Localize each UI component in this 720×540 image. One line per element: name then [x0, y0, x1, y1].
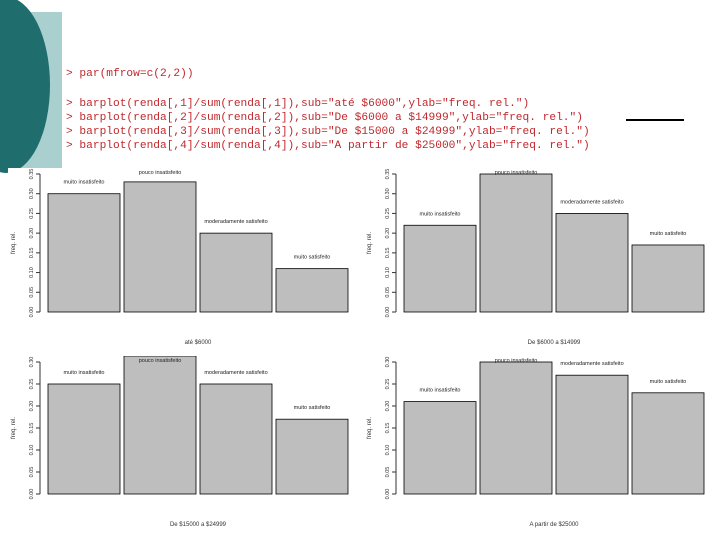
y-tick-label: 0.20 — [29, 401, 35, 412]
y-tick-label: 0.05 — [29, 287, 35, 298]
bar-label: pouco insatisfeito — [495, 170, 538, 176]
bar — [47, 193, 121, 313]
bar-label: pouco insatisfeito — [139, 170, 182, 176]
bar-label: muito satisfeito — [294, 255, 331, 261]
bar — [631, 392, 705, 495]
y-tick-label: 0.35 — [29, 169, 35, 180]
chart-panel-4: 0.00 0.05 0.10 0.15 0.20 0.25 0.30 freq. rel. mu… — [364, 356, 714, 534]
bar-label: muito insatisfeito — [420, 211, 461, 217]
y-axis-label: freq. rel. — [11, 232, 17, 254]
bar-label: muito insatisfeito — [420, 388, 461, 394]
teal-circle-shape — [0, 0, 50, 173]
bar-label: muito satisfeito — [294, 405, 331, 411]
code-line-1: > par(mfrow=c(2,2)) — [66, 68, 194, 80]
chart-1: 0.00 0.05 0.10 0.15 0.20 0.25 0.30 0.35 freq. re… — [11, 169, 349, 346]
y-tick-label: 0.05 — [385, 287, 391, 298]
y-tick-label: 0.30 — [29, 188, 35, 199]
bar-label: pouco insatisfeito — [495, 358, 538, 364]
bar — [479, 173, 553, 313]
y-tick-label: 0.00 — [385, 307, 391, 318]
bar-label: moderadamente satisfeito — [560, 199, 623, 205]
bar-label: moderadamente satisfeito — [560, 361, 623, 367]
y-tick-label: 0.25 — [29, 379, 35, 390]
y-tick-label: 0.00 — [29, 307, 35, 318]
y-tick-label: 0.15 — [29, 423, 35, 434]
bar — [199, 232, 273, 313]
code-line-2: > barplot(renda[,1]/sum(renda[,1]),sub="… — [66, 98, 530, 110]
bar — [555, 213, 629, 313]
bar-label: muito insatisfeito — [64, 370, 105, 376]
chart-2: 0.00 0.05 0.10 0.15 0.20 0.25 0.30 0.35 freq. re… — [367, 169, 705, 346]
bar-label: moderadamente satisfeito — [204, 219, 267, 225]
bar — [555, 374, 629, 495]
y-tick-label: 0.30 — [385, 357, 391, 368]
bar — [199, 383, 273, 495]
code-line-4: > barplot(renda[,3]/sum(renda[,3]),sub="… — [66, 126, 590, 138]
y-tick-label: 0.35 — [385, 169, 391, 180]
chart-panel-3: 0.00 0.05 0.10 0.15 0.20 0.25 0.30 freq. rel. mu… — [8, 356, 358, 534]
y-axis-label: freq. rel. — [367, 417, 373, 439]
y-tick-label: 0.05 — [29, 467, 35, 478]
chart-panel-1: 0.00 0.05 0.10 0.15 0.20 0.25 0.30 0.35 freq. re… — [8, 168, 358, 352]
bar-label: muito satisfeito — [650, 379, 687, 385]
x-axis-label: até $6000 — [185, 340, 212, 346]
x-axis-label: A partir de $25000 — [529, 522, 579, 528]
bar — [479, 361, 553, 495]
y-tick-label: 0.10 — [29, 445, 35, 456]
chart-4: 0.00 0.05 0.10 0.15 0.20 0.25 0.30 freq. rel. mu… — [367, 357, 705, 528]
chart-panel-2: 0.00 0.05 0.10 0.15 0.20 0.25 0.30 0.35 freq. re… — [364, 168, 714, 352]
bar — [123, 181, 197, 313]
y-tick-label: 0.10 — [385, 267, 391, 278]
y-tick-label: 0.25 — [385, 379, 391, 390]
x-axis-label: De $6000 a $14999 — [528, 340, 581, 346]
y-tick-label: 0.00 — [385, 489, 391, 500]
y-tick-label: 0.25 — [385, 208, 391, 219]
bar-label: muito insatisfeito — [64, 180, 105, 186]
horizontal-rule — [626, 119, 684, 121]
y-axis-label: freq. rel. — [11, 417, 17, 439]
bar — [631, 244, 705, 313]
y-tick-label: 0.20 — [385, 401, 391, 412]
bar — [275, 268, 349, 313]
chart-3: 0.00 0.05 0.10 0.15 0.20 0.25 0.30 freq. rel. mu… — [11, 356, 349, 528]
y-tick-label: 0.15 — [385, 247, 391, 258]
y-tick-label: 0.10 — [385, 445, 391, 456]
y-tick-label: 0.20 — [29, 228, 35, 239]
bar — [123, 356, 197, 495]
teal-top-strip — [0, 0, 14, 20]
bar — [403, 224, 477, 313]
bar — [275, 418, 349, 495]
y-axis-label: freq. rel. — [367, 232, 373, 254]
y-tick-label: 0.05 — [385, 467, 391, 478]
y-tick-label: 0.30 — [29, 357, 35, 368]
bar-label: moderadamente satisfeito — [204, 370, 267, 376]
bar-label: muito satisfeito — [650, 231, 687, 237]
bar-label: pouco insatisfeito — [139, 358, 182, 364]
y-tick-label: 0.10 — [29, 267, 35, 278]
y-tick-label: 0.15 — [29, 247, 35, 258]
y-tick-label: 0.30 — [385, 188, 391, 199]
bar — [47, 383, 121, 495]
y-tick-label: 0.00 — [29, 489, 35, 500]
x-axis-label: De $15000 a $24999 — [170, 522, 227, 528]
code-line-3: > barplot(renda[,2]/sum(renda[,2]),sub="… — [66, 112, 583, 124]
y-tick-label: 0.25 — [29, 208, 35, 219]
bar — [403, 401, 477, 495]
code-line-5: > barplot(renda[,4]/sum(renda[,4]),sub="… — [66, 140, 590, 152]
y-tick-label: 0.20 — [385, 228, 391, 239]
y-tick-label: 0.15 — [385, 423, 391, 434]
